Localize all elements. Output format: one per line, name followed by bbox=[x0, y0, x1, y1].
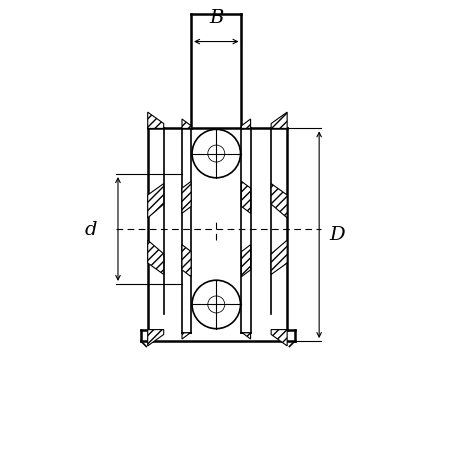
Text: B: B bbox=[209, 9, 223, 27]
Polygon shape bbox=[182, 182, 191, 214]
Polygon shape bbox=[241, 245, 250, 277]
Text: d: d bbox=[84, 220, 96, 239]
Text: D: D bbox=[329, 225, 345, 243]
Polygon shape bbox=[147, 330, 163, 346]
Polygon shape bbox=[147, 113, 163, 129]
Polygon shape bbox=[182, 332, 191, 339]
Polygon shape bbox=[241, 120, 250, 129]
Polygon shape bbox=[270, 241, 286, 275]
Polygon shape bbox=[270, 113, 286, 129]
Polygon shape bbox=[241, 182, 250, 214]
Polygon shape bbox=[270, 330, 286, 346]
Polygon shape bbox=[147, 184, 163, 218]
Polygon shape bbox=[270, 184, 286, 218]
Polygon shape bbox=[182, 245, 191, 277]
Polygon shape bbox=[182, 120, 191, 129]
Polygon shape bbox=[147, 241, 163, 275]
Polygon shape bbox=[241, 332, 250, 339]
